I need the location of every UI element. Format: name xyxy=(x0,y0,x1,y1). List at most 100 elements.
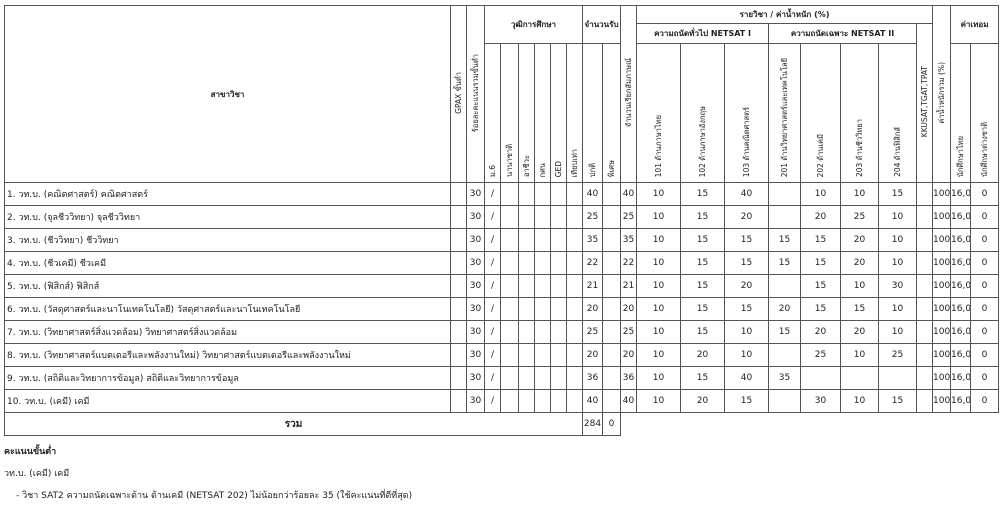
header-cell: นักศึกษาไทย xyxy=(950,43,972,183)
table-cell xyxy=(534,389,551,413)
notes-title: คะแนนขั้นต่ำ xyxy=(4,447,57,457)
header-cell: ค่าเทอม xyxy=(950,5,1000,44)
table-cell xyxy=(602,251,622,275)
table-cell xyxy=(534,297,551,321)
table-cell: 21 xyxy=(582,274,604,298)
header-text: ร้อยละคะแนนรวมขั้นต่ำ xyxy=(470,53,480,133)
table-cell: 30 xyxy=(800,389,842,413)
header-text: ปกติ xyxy=(587,162,597,177)
header-text: กศน xyxy=(537,162,547,177)
table-cell xyxy=(916,320,934,344)
table-cell: / xyxy=(484,251,501,275)
table-cell: 10 xyxy=(724,343,770,367)
table-cell xyxy=(500,182,519,206)
table-cell: 16,000 xyxy=(950,274,972,298)
table-cell xyxy=(565,343,584,367)
table-cell xyxy=(534,182,551,206)
table-cell xyxy=(916,274,934,298)
table-cell xyxy=(800,366,842,390)
table-cell: / xyxy=(484,343,501,367)
header-text: 201 ด้านวิทยาศาสตร์และเทคโนโลยี xyxy=(779,57,789,177)
table-cell: 40 xyxy=(620,182,638,206)
table-cell: 22 xyxy=(620,251,638,275)
table-cell: 10 xyxy=(800,182,842,206)
header-cell: นานาชาติ xyxy=(500,43,519,183)
table-cell: 20 xyxy=(724,205,770,229)
table-cell: 10 xyxy=(878,320,918,344)
table-cell: 40 xyxy=(582,182,604,206)
table-cell xyxy=(565,389,584,413)
table-cell xyxy=(450,251,467,275)
table-cell xyxy=(916,366,934,390)
table-cell xyxy=(550,320,567,344)
table-cell: 15 xyxy=(724,251,770,275)
header-text: 102 ด้านภาษาอังกฤษ xyxy=(697,105,707,177)
table-cell: 10 xyxy=(878,297,918,321)
table-cell xyxy=(916,205,934,229)
header-cell: ปกติ xyxy=(582,43,604,183)
table-cell xyxy=(518,366,535,390)
table-cell xyxy=(550,366,567,390)
table-cell xyxy=(565,251,584,275)
header-text: ค่าน้ำหนักรวม (%) xyxy=(936,62,946,124)
table-cell xyxy=(565,205,584,229)
table-cell: 20 xyxy=(680,389,726,413)
table-cell xyxy=(534,274,551,298)
header-cell: ร้อยละคะแนนรวมขั้นต่ำ xyxy=(466,5,485,183)
header-text: นักศึกษาไทย xyxy=(955,135,965,177)
table-cell xyxy=(565,182,584,206)
table-cell: 20 xyxy=(800,205,842,229)
header-cell: ค่าน้ำหนักรวม (%) xyxy=(932,5,952,183)
table-cell: 2. วท.บ. (จุลชีววิทยา) จุลชีววิทยา xyxy=(4,205,451,229)
header-cell: 103 ด้านคณิตศาสตร์ xyxy=(724,43,770,183)
header-text: นานาชาติ xyxy=(504,144,514,177)
header-cell: 202 ด้านเคมี xyxy=(800,43,842,183)
table-cell xyxy=(602,228,622,252)
table-cell xyxy=(450,343,467,367)
table-cell xyxy=(500,274,519,298)
table-cell: 15 xyxy=(724,389,770,413)
table-cell xyxy=(602,366,622,390)
table-cell xyxy=(550,251,567,275)
table-cell xyxy=(500,320,519,344)
header-cell: กศน xyxy=(534,43,551,183)
table-cell: 7. วท.บ. (วิทยาศาสตร์สิ่งแวดล้อม) วิทยาศ… xyxy=(4,320,451,344)
table-cell: 36 xyxy=(582,366,604,390)
table-cell: 0 xyxy=(970,274,1000,298)
table-cell: 100 xyxy=(932,228,952,252)
table-cell xyxy=(916,251,934,275)
table-cell: 16,000 xyxy=(950,297,972,321)
table-cell: 20 xyxy=(582,343,604,367)
table-cell: 25 xyxy=(620,320,638,344)
table-cell: 6. วท.บ. (วัสดุศาสตร์และนาโนเทคโนโลยี) ว… xyxy=(4,297,451,321)
table-cell xyxy=(518,320,535,344)
header-text: จำนวนเรียกสัมภาษณ์ xyxy=(623,58,633,128)
header-text: 101 ด้านภาษาไทย xyxy=(653,114,663,177)
table-cell: 30 xyxy=(466,251,485,275)
table-cell: 25 xyxy=(620,205,638,229)
table-cell: 20 xyxy=(620,297,638,321)
table-cell: 20 xyxy=(800,320,842,344)
total-cell: 0 xyxy=(602,412,622,436)
table-cell: 20 xyxy=(724,274,770,298)
table-cell: 15 xyxy=(878,389,918,413)
table-cell xyxy=(450,182,467,206)
table-cell: 16,000 xyxy=(950,205,972,229)
table-cell xyxy=(602,389,622,413)
table-cell: 30 xyxy=(466,343,485,367)
table-cell xyxy=(500,205,519,229)
table-cell: 0 xyxy=(970,389,1000,413)
table-cell xyxy=(500,251,519,275)
notes: คะแนนขั้นต่ำ วท.บ. (เคมี) เคมี - วิชา SA… xyxy=(4,444,412,510)
table-cell: 0 xyxy=(970,297,1000,321)
table-cell: / xyxy=(484,366,501,390)
table-cell: 16,000 xyxy=(950,366,972,390)
table-cell: 15 xyxy=(840,297,880,321)
header-cell: GED xyxy=(550,43,567,183)
table-cell xyxy=(602,274,622,298)
table-cell: 100 xyxy=(932,205,952,229)
table-cell xyxy=(500,389,519,413)
notes-items: - วิชา SAT2 ความถนัดเฉพาะด้าน ด้านเคมี (… xyxy=(4,488,412,502)
table-cell xyxy=(450,366,467,390)
table-cell xyxy=(518,274,535,298)
